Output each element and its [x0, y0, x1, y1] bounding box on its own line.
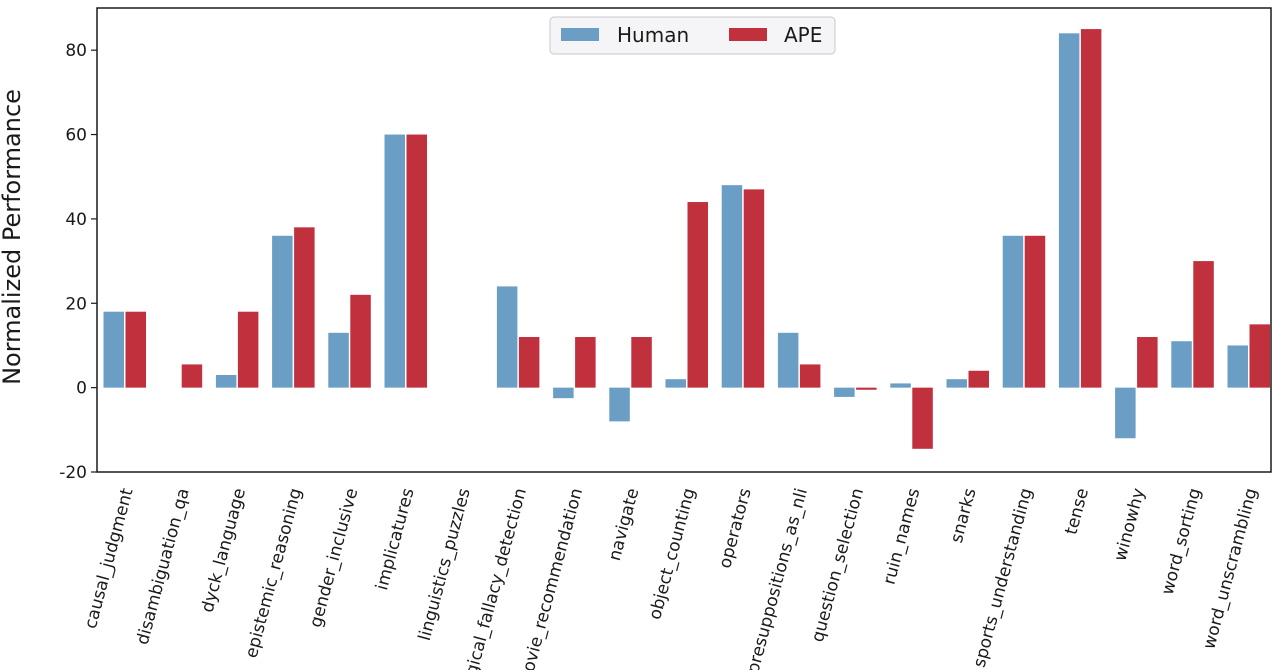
bar-ape-implicatures — [406, 134, 427, 388]
x-tick-label: disambiguation_qa — [133, 486, 194, 647]
bar-human-operators — [721, 185, 743, 388]
x-tick-label: operators — [715, 486, 756, 570]
x-tick-label: movie_recommendation — [515, 486, 588, 670]
bar-ape-movie-recommendation — [575, 337, 596, 388]
bar-ape-object-counting — [687, 202, 708, 388]
y-tick-label: 0 — [76, 379, 87, 399]
legend: Human APE — [549, 16, 836, 55]
bar-ape-epistemic-reasoning — [294, 227, 315, 388]
x-tick-label: ruin_names — [879, 486, 924, 587]
bar-ape-navigate — [631, 337, 652, 388]
bar-human-presuppositions-as-nli — [777, 332, 799, 388]
legend-label-ape: APE — [784, 23, 822, 47]
bar-ape-word-sorting — [1193, 261, 1214, 388]
y-tick-label: 20 — [65, 294, 87, 314]
bar-ape-dyck-language — [237, 311, 259, 388]
bar-ape-tense — [1080, 29, 1102, 388]
x-tick-label: object_counting — [645, 486, 699, 622]
bar-human-implicatures — [384, 134, 405, 388]
x-tick-label: sports_understanding — [970, 486, 1037, 670]
bar-human-gender-inclusive — [328, 332, 349, 388]
bar-human-object-counting — [665, 379, 686, 388]
legend-label-human: Human — [617, 23, 689, 47]
y-tick-label: 60 — [65, 126, 87, 146]
bar-human-epistemic-reasoning — [272, 235, 293, 388]
bar-ape-ruin-names — [912, 387, 933, 449]
bar-human-question-selection — [834, 387, 855, 397]
bar-human-winowhy — [1115, 387, 1136, 439]
x-tick-label: winowhy — [1111, 486, 1150, 563]
x-tick-label: linguistics_puzzles — [415, 486, 475, 643]
bar-human-ruin-names — [890, 383, 911, 388]
x-tick-label: snarks — [947, 486, 981, 545]
x-tick-label: gender_inclusive — [306, 486, 362, 630]
legend-swatch-ape — [729, 28, 767, 41]
bar-ape-gender-inclusive — [350, 294, 371, 388]
bar-ape-presuppositions-as-nli — [799, 364, 821, 388]
bar-ape-snarks — [968, 370, 989, 388]
y-tick-label: 40 — [65, 210, 87, 230]
bar-ape-question-selection — [856, 387, 877, 390]
y-axis: -20 0 20 40 60 80 — [59, 41, 97, 483]
bar-human-tense — [1058, 33, 1080, 388]
x-tick-label: logical_fallacy_detection — [458, 486, 531, 670]
bar-ape-operators — [743, 189, 765, 388]
y-tick-label: 80 — [65, 41, 87, 61]
legend-box — [549, 16, 836, 55]
x-tick-label: causal_judgment — [81, 486, 138, 631]
bar-human-causal-judgment — [103, 311, 124, 388]
bar-ape-word-unscrambling — [1249, 324, 1270, 388]
x-tick-label: tense — [1061, 486, 1093, 537]
x-tick-label: implicatures — [372, 486, 418, 592]
y-tick-label: -20 — [59, 463, 87, 483]
x-tick-label: dyck_language — [198, 486, 250, 615]
bar-human-movie-recommendation — [553, 387, 574, 399]
bar-human-dyck-language — [215, 374, 237, 388]
bar-human-logical-fallacy-detection — [496, 286, 518, 388]
bar-human-navigate — [609, 387, 630, 422]
x-tick-label: word_sorting — [1158, 486, 1206, 597]
legend-swatch-human — [561, 28, 599, 41]
x-tick-label: question_selection — [808, 486, 868, 644]
bar-ape-disambiguation-qa — [181, 364, 203, 388]
bar-human-word-sorting — [1171, 341, 1192, 388]
x-tick-label: epistemic_reasoning — [242, 486, 307, 660]
x-tick-label: navigate — [605, 486, 644, 563]
x-tick-label: presuppositions_as_nli — [743, 486, 812, 670]
bar-ape-sports-understanding — [1024, 235, 1046, 388]
bar-human-word-unscrambling — [1227, 345, 1248, 388]
bar-human-snarks — [946, 379, 967, 388]
bar-ape-causal-judgment — [125, 311, 146, 388]
bar-human-sports-understanding — [1002, 235, 1024, 388]
y-axis-title: Normalized Performance — [0, 89, 26, 385]
plot-frame — [96, 7, 1272, 473]
bars-group — [103, 29, 1270, 449]
bar-ape-logical-fallacy-detection — [518, 337, 540, 388]
bar-ape-winowhy — [1137, 337, 1158, 388]
x-tick-label: word_unscrambling — [1199, 486, 1261, 651]
